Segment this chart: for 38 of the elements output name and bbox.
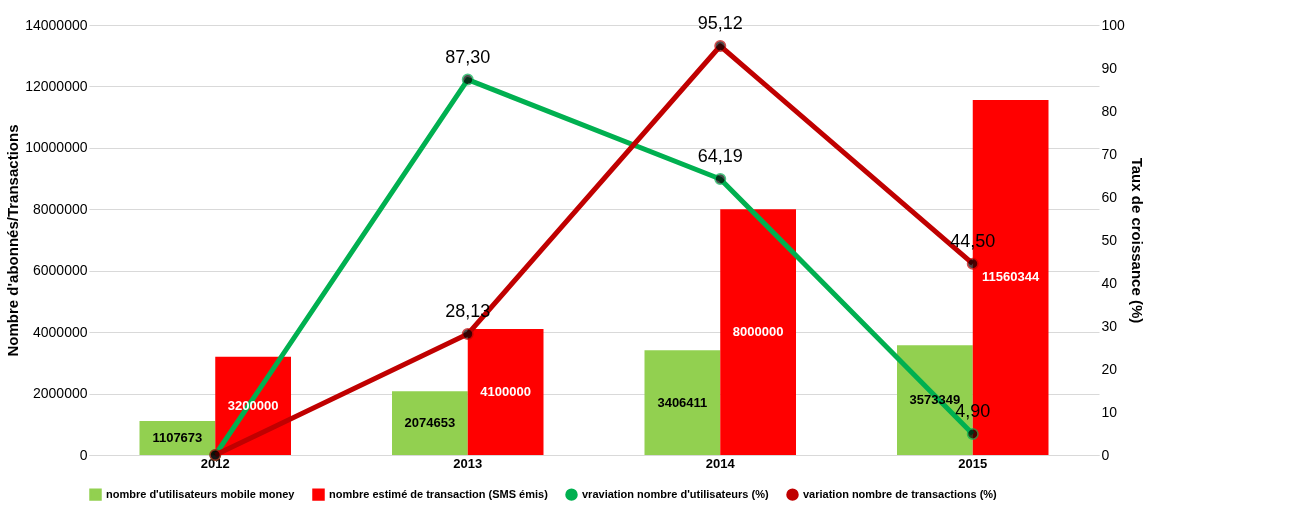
data-label: 11560344 [982,269,1040,285]
y-tick-label: 6000000 [32,262,88,279]
y2-tick-label: 70 [1101,145,1118,162]
data-label: 1107673 [152,429,203,445]
y-tick-label: 14000000 [25,16,88,33]
y-tick-label: 12000000 [25,77,88,94]
y-tick-label: 8000000 [32,200,88,217]
x-tick-label: 2013 [453,455,483,471]
y2-tick-label: 50 [1101,231,1118,248]
y2-tick-label: 20 [1101,360,1118,377]
x-tick-label: 2015 [958,455,988,471]
y-axis-title: Nombre d'abonnés/Transactions [4,124,22,357]
y2-axis-title: Taux de croissance (%) [1128,157,1146,324]
legend-label: nombre d'utilisateurs mobile money [106,487,296,500]
y-tick-label: 2000000 [32,385,88,402]
data-label: 8000000 [732,324,784,340]
y2-tick-label: 30 [1101,317,1118,334]
y2-tick-label: 100 [1101,16,1126,33]
legend-label: nombre estimé de transaction (SMS émis) [329,487,549,500]
y-tick-label: 10000000 [25,139,88,156]
data-label: 3406411 [657,394,708,410]
y2-tick-label: 10 [1101,403,1118,420]
y2-tick-label: 0 [1101,446,1110,463]
data-label: 87,30 [445,46,491,67]
data-label: 4100000 [480,384,531,400]
y-tick-label: 4000000 [32,323,88,340]
data-label: 95,12 [697,12,743,33]
x-tick-label: 2012 [200,455,230,471]
data-label: 2074653 [404,415,456,431]
y2-tick-label: 90 [1101,59,1118,76]
y2-tick-label: 40 [1101,274,1118,291]
data-label: 64,19 [697,145,743,166]
y-tick-label: 0 [79,446,88,463]
legend-label: vraviation nombre d'utilisateurs (%) [582,487,769,500]
y2-tick-label: 80 [1101,102,1118,119]
y2-tick-label: 60 [1101,188,1118,205]
x-tick-label: 2014 [705,455,736,471]
legend-label: variation nombre de transactions (%) [803,487,998,500]
